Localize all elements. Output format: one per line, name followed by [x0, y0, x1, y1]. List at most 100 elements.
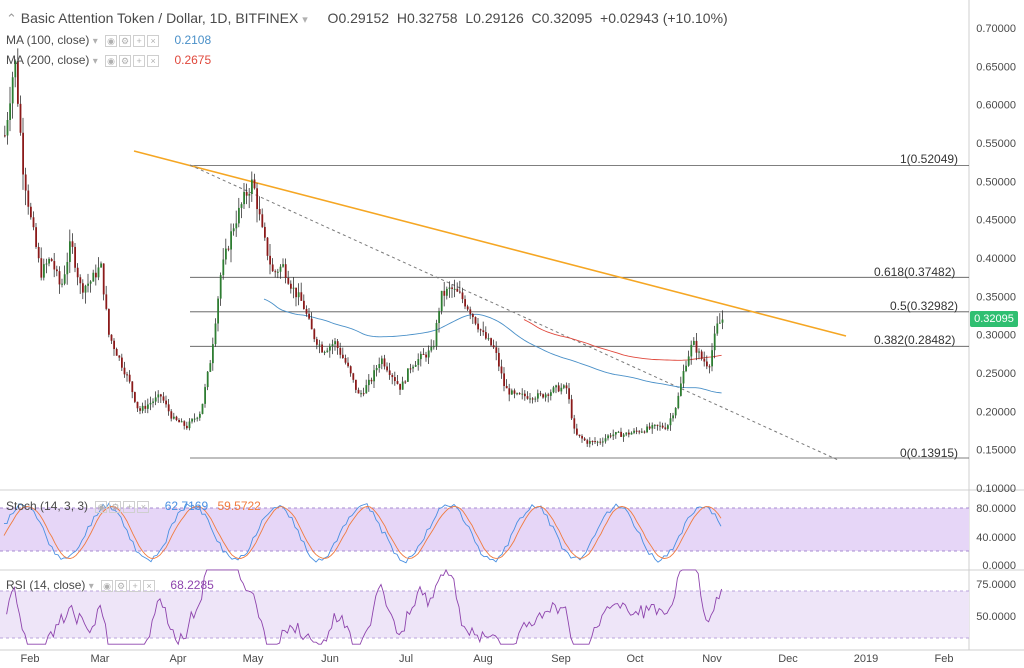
eye-icon: ◉ [95, 501, 108, 514]
candle-body [682, 371, 685, 384]
time-tick-label: Aug [473, 653, 493, 665]
close-value: 0.32095 [541, 10, 593, 26]
rsi-legend[interactable]: RSI (14, close) ▾ ◉ ⚙ + × 68.2285 [6, 578, 214, 593]
candle-body [87, 283, 89, 286]
candle-body [446, 288, 448, 296]
candle-body [71, 241, 74, 247]
candle-body [115, 348, 118, 356]
stoch-legend[interactable]: Stoch (14, 3, 3) ◉ ⚙ + × 62.7169 59.5722 [6, 499, 261, 514]
low-label: L [465, 10, 474, 26]
candle-body [269, 255, 271, 265]
fib-label-0: 0(0.13915) [900, 446, 959, 460]
candle-body [243, 191, 245, 205]
candle-body [245, 191, 248, 196]
ma100-legend[interactable]: MA (100, close) ▾ ◉ ⚙ + × 0.2108 [6, 33, 211, 48]
gear-icon: ⚙ [115, 580, 128, 593]
ma200-legend[interactable]: MA (200, close) ▾ ◉ ⚙ + × 0.2675 [6, 53, 211, 68]
candle-body [74, 246, 76, 268]
candle-body [550, 392, 552, 396]
candle-body [669, 418, 672, 426]
candle-body [17, 60, 19, 104]
plus-icon: + [123, 501, 136, 514]
candle-body [141, 405, 144, 411]
candle-body [22, 132, 24, 175]
ma200-menu-icon[interactable]: ▾ [92, 56, 98, 67]
candle-body [521, 393, 524, 395]
candle-body [56, 269, 58, 272]
candle-body [149, 402, 152, 405]
candle-body [373, 370, 375, 382]
candle-body [664, 427, 667, 429]
rsi-band [0, 591, 969, 638]
candle-body [703, 358, 706, 362]
candle-body [162, 396, 165, 401]
candle-body [578, 434, 581, 436]
ma200-controls[interactable]: ◉ ⚙ + × [105, 55, 161, 68]
chart-header: ⌃ Basic Attention Token / Dollar, 1D, BI… [6, 10, 728, 27]
candle-body [316, 339, 318, 345]
rsi-controls[interactable]: ◉ ⚙ + × [101, 580, 157, 593]
candle-body [685, 365, 687, 372]
open-label: O [327, 10, 339, 26]
plus-icon: + [133, 55, 146, 68]
close-icon: × [147, 35, 160, 48]
ma100-controls[interactable]: ◉ ⚙ + × [105, 35, 161, 48]
candle-body [256, 188, 258, 210]
candle-body [401, 381, 404, 390]
candle-body [355, 379, 357, 390]
candle-body [443, 290, 446, 296]
price-tick-label: 0.20000 [976, 406, 1016, 418]
candle-body [589, 440, 591, 444]
candle-body [586, 440, 589, 444]
candle-body [240, 204, 243, 208]
candle-body [349, 366, 352, 374]
candle-body [9, 103, 11, 121]
candle-body [110, 334, 113, 341]
symbol-menu-icon[interactable]: ▾ [302, 14, 308, 26]
candle-body [368, 379, 370, 386]
candle-body [100, 263, 102, 268]
rsi-line [6, 568, 723, 646]
candle-body [326, 350, 329, 352]
time-tick-label: Dec [778, 653, 798, 665]
candle-body [336, 341, 339, 349]
candle-body [277, 271, 279, 273]
candle-body [700, 351, 703, 359]
collapse-icon[interactable]: ⌃ [6, 11, 17, 26]
candle-body [352, 373, 355, 380]
candle-body [370, 379, 373, 382]
candle-body [422, 353, 425, 355]
ma100-menu-icon[interactable]: ▾ [92, 36, 98, 47]
candle-body [308, 313, 310, 319]
candle-body [126, 374, 128, 376]
candle-body [680, 383, 682, 396]
candle-body [661, 425, 664, 428]
candle-body [334, 341, 336, 345]
rsi-menu-icon[interactable]: ▾ [88, 581, 94, 592]
time-tick-label: Jul [399, 653, 413, 665]
candle-body [667, 425, 669, 429]
candle-body [173, 416, 175, 419]
stoch-tick-label: 40.0000 [976, 532, 1016, 544]
candle-body [542, 394, 544, 398]
stoch-controls[interactable]: ◉ ⚙ + × [95, 501, 151, 514]
symbol-title[interactable]: Basic Attention Token / Dollar, 1D, BITF… [20, 10, 299, 26]
candle-body [609, 435, 612, 437]
candle-body [537, 393, 539, 399]
stoch-k-line [3, 502, 722, 564]
time-tick-label: 2019 [854, 653, 878, 665]
candle-body [693, 340, 695, 345]
price-tick-label: 0.60000 [976, 100, 1016, 112]
candle-body [583, 438, 586, 441]
price-tick-label: 0.70000 [976, 23, 1016, 35]
candle-body [383, 358, 386, 367]
candle-body [45, 263, 48, 265]
candle-body [92, 272, 95, 282]
candle-body [721, 319, 724, 323]
candle-body [630, 432, 633, 435]
fib-label-0618: 0.618(0.37482) [874, 265, 956, 279]
plus-icon: + [129, 580, 142, 593]
candle-body [204, 387, 206, 404]
candle-body [40, 258, 43, 278]
